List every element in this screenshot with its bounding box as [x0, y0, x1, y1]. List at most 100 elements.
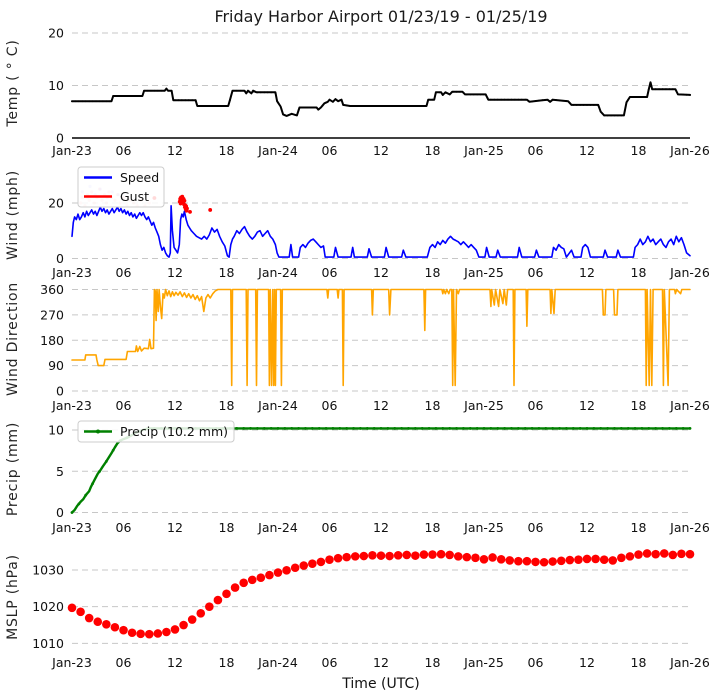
y-tick-label: 360 [40, 282, 64, 297]
y-tick-label: 90 [48, 358, 64, 373]
precip-marker [558, 426, 561, 430]
mslp-point [479, 555, 489, 564]
temperature-marker [565, 100, 568, 102]
precip-marker [496, 426, 500, 430]
legend-sample-marker [96, 429, 100, 434]
mslp-point [625, 552, 635, 561]
x-tick-label: 12 [373, 143, 389, 158]
temperature-marker [414, 105, 417, 107]
mslp-point [634, 550, 643, 559]
temperature-marker [139, 95, 142, 97]
x-tick-label: 12 [373, 398, 389, 413]
temperature-marker [651, 88, 654, 91]
precip-marker [441, 426, 445, 430]
precip-marker [688, 426, 692, 430]
x-tick-label: 12 [373, 265, 389, 280]
x-tick-label: 18 [425, 520, 441, 535]
temperature-marker [156, 89, 159, 92]
precip-marker [606, 426, 609, 430]
temperature-marker [562, 99, 564, 102]
x-tick-label: 18 [219, 520, 235, 535]
temperature-marker [424, 105, 427, 107]
temperature-marker [637, 96, 640, 98]
temperature-marker [167, 89, 170, 92]
wind-speed-line [71, 205, 691, 258]
temperature-marker [71, 100, 73, 103]
legend-label: Precip (10.2 mm) [120, 424, 228, 439]
temperature-marker [503, 98, 506, 101]
temperature-marker [620, 114, 623, 117]
temperature-marker [689, 94, 691, 96]
x-tick-label: Jan-23 [51, 520, 92, 535]
temperature-marker [483, 93, 485, 96]
temperature-marker [115, 95, 118, 97]
temperature-marker [105, 100, 108, 103]
y-tick-label: 20 [48, 25, 64, 40]
temperature-marker [592, 104, 595, 106]
x-tick-label: 12 [167, 520, 183, 535]
temperature-marker [74, 100, 77, 103]
temperature-marker [613, 114, 616, 117]
legend: Precip (10.2 mm) [77, 420, 235, 443]
legend-label: Gust [120, 189, 149, 204]
y-tick-label: 1030 [32, 562, 64, 577]
precip-marker [249, 426, 252, 430]
temperature-marker [678, 93, 681, 96]
precip-marker [324, 426, 328, 430]
mslp-point [308, 559, 317, 569]
chart-title: Friday Harbor Airport 01/23/19 - 01/25/1… [214, 7, 547, 26]
temperature-marker [675, 90, 678, 92]
mslp-point [282, 566, 291, 575]
x-tick-label: 18 [219, 143, 235, 158]
temperature-marker [661, 88, 664, 91]
temperature-marker [407, 105, 410, 107]
temperature-marker [146, 89, 149, 92]
temperature-marker [510, 98, 513, 101]
temperature-marker [81, 100, 84, 103]
temperature-marker [362, 105, 365, 107]
temperature-marker [91, 100, 94, 103]
temperature-marker [232, 89, 235, 92]
x-tick-label: 06 [322, 520, 338, 535]
temperature-marker [119, 95, 121, 97]
mslp-point [368, 550, 377, 560]
mslp-point [445, 550, 454, 560]
x-tick-label: Jan-23 [51, 265, 92, 280]
temperature-marker [599, 110, 602, 113]
temperature-marker [376, 105, 379, 107]
x-tick-label: 12 [579, 655, 595, 670]
mslp-point [385, 551, 394, 561]
temperature-marker [586, 104, 588, 106]
temperature-marker [538, 99, 540, 102]
y-tick-label: 0 [56, 505, 64, 520]
temperature-marker [390, 105, 393, 107]
mslp-point [187, 615, 197, 624]
temperature-marker [311, 106, 314, 109]
temperature-marker [136, 95, 139, 97]
legend: Speed Gust [77, 166, 165, 208]
x-tick-label: Jan-25 [463, 520, 504, 535]
temperature-marker [527, 100, 530, 102]
mslp-point [359, 551, 369, 561]
x-tick-label: Jan-25 [463, 398, 504, 413]
temperature-marker [393, 105, 396, 107]
temperature-marker [548, 100, 551, 102]
temperature-marker [256, 91, 259, 94]
panel-temperature: 0 10 20 Jan-23 06 12 18 Jan-24 06 12 18 Jan-25 06 12 1… [48, 25, 710, 158]
x-tick-label: 12 [167, 655, 183, 670]
mslp-point [93, 617, 103, 627]
panel-precipitation: 0 5 10 Jan-23 06 12 18 Jan-24 06 12 18 Jan-25 06 12 18… [48, 420, 710, 535]
precip-marker [661, 426, 664, 430]
precip-marker [516, 426, 520, 430]
temperature-marker [459, 90, 461, 93]
precip-marker [359, 426, 362, 430]
mslp-point [514, 556, 523, 566]
temperature-marker [493, 98, 496, 101]
mslp-point [685, 549, 695, 559]
mslp-point [659, 549, 669, 558]
temperature-marker [654, 88, 657, 91]
temperature-marker [273, 91, 276, 94]
temperature-marker [132, 95, 135, 97]
y-axis-label-mslp: MSLP (hPa) [5, 554, 21, 640]
x-tick-label: Jan-23 [51, 655, 92, 670]
